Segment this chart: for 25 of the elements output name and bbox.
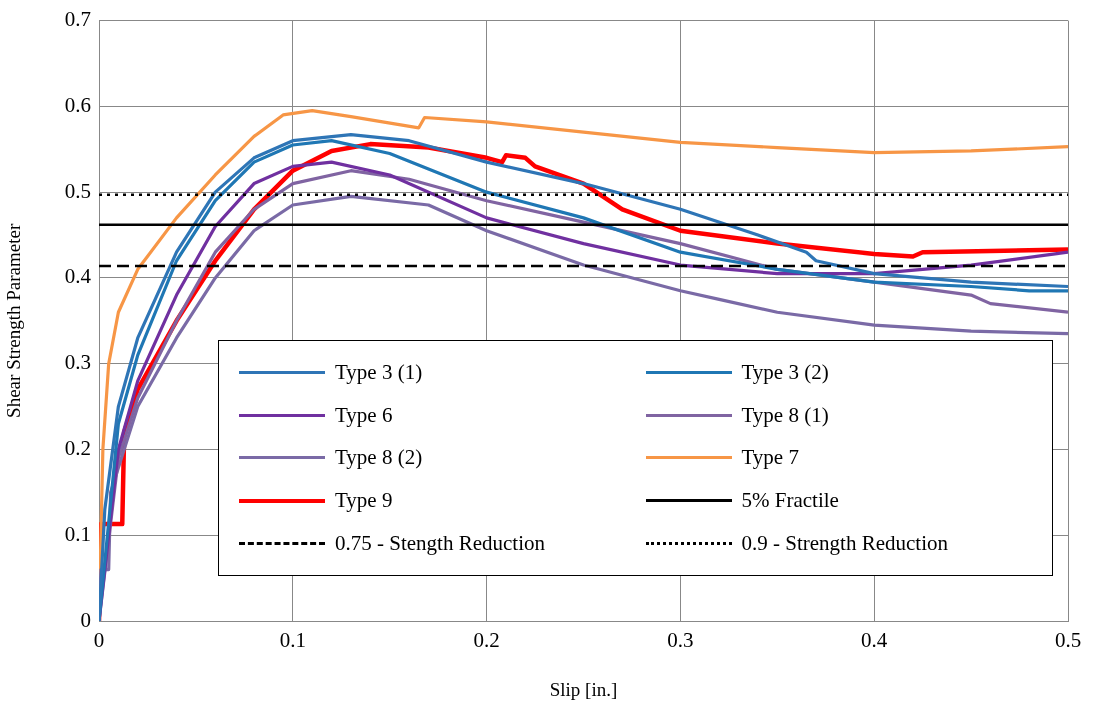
legend-label: Type 9 [335,488,393,514]
y-tick-label: 0.6 [64,92,91,117]
legend-label: 5% Fractile [741,488,839,514]
legend-label: 0.75 - Stength Reduction [335,530,545,556]
x-axis-title: Slip [in.] [549,678,618,700]
legend-label: Type 8 (1) [741,402,829,428]
x-tick-label: 0.2 [473,628,500,653]
legend-label: Type 3 (1) [335,360,423,386]
legend-label: 0.9 - Strength Reduction [741,530,948,556]
x-tick-label: 0.3 [667,628,694,653]
y-tick-label: 0 [80,607,91,632]
y-axis-title: Shear Strength Parameter [3,223,25,418]
y-tick-label: 0.5 [64,178,91,203]
x-tick-label: 0.5 [1054,628,1082,653]
x-tick-label: 0.1 [279,628,306,653]
y-tick-label: 0.3 [64,350,91,375]
legend-label: Type 8 (2) [335,445,423,471]
legend-label: Type 6 [335,402,393,428]
y-tick-label: 0.2 [64,435,91,460]
legend-label: Type 3 (2) [741,360,829,386]
y-tick-label: 0.1 [64,521,91,546]
y-tick-label: 0.4 [64,264,92,289]
x-tick-label: 0.4 [861,628,888,653]
legend-label: Type 7 [741,445,799,471]
y-tick-label: 0.7 [64,7,91,32]
